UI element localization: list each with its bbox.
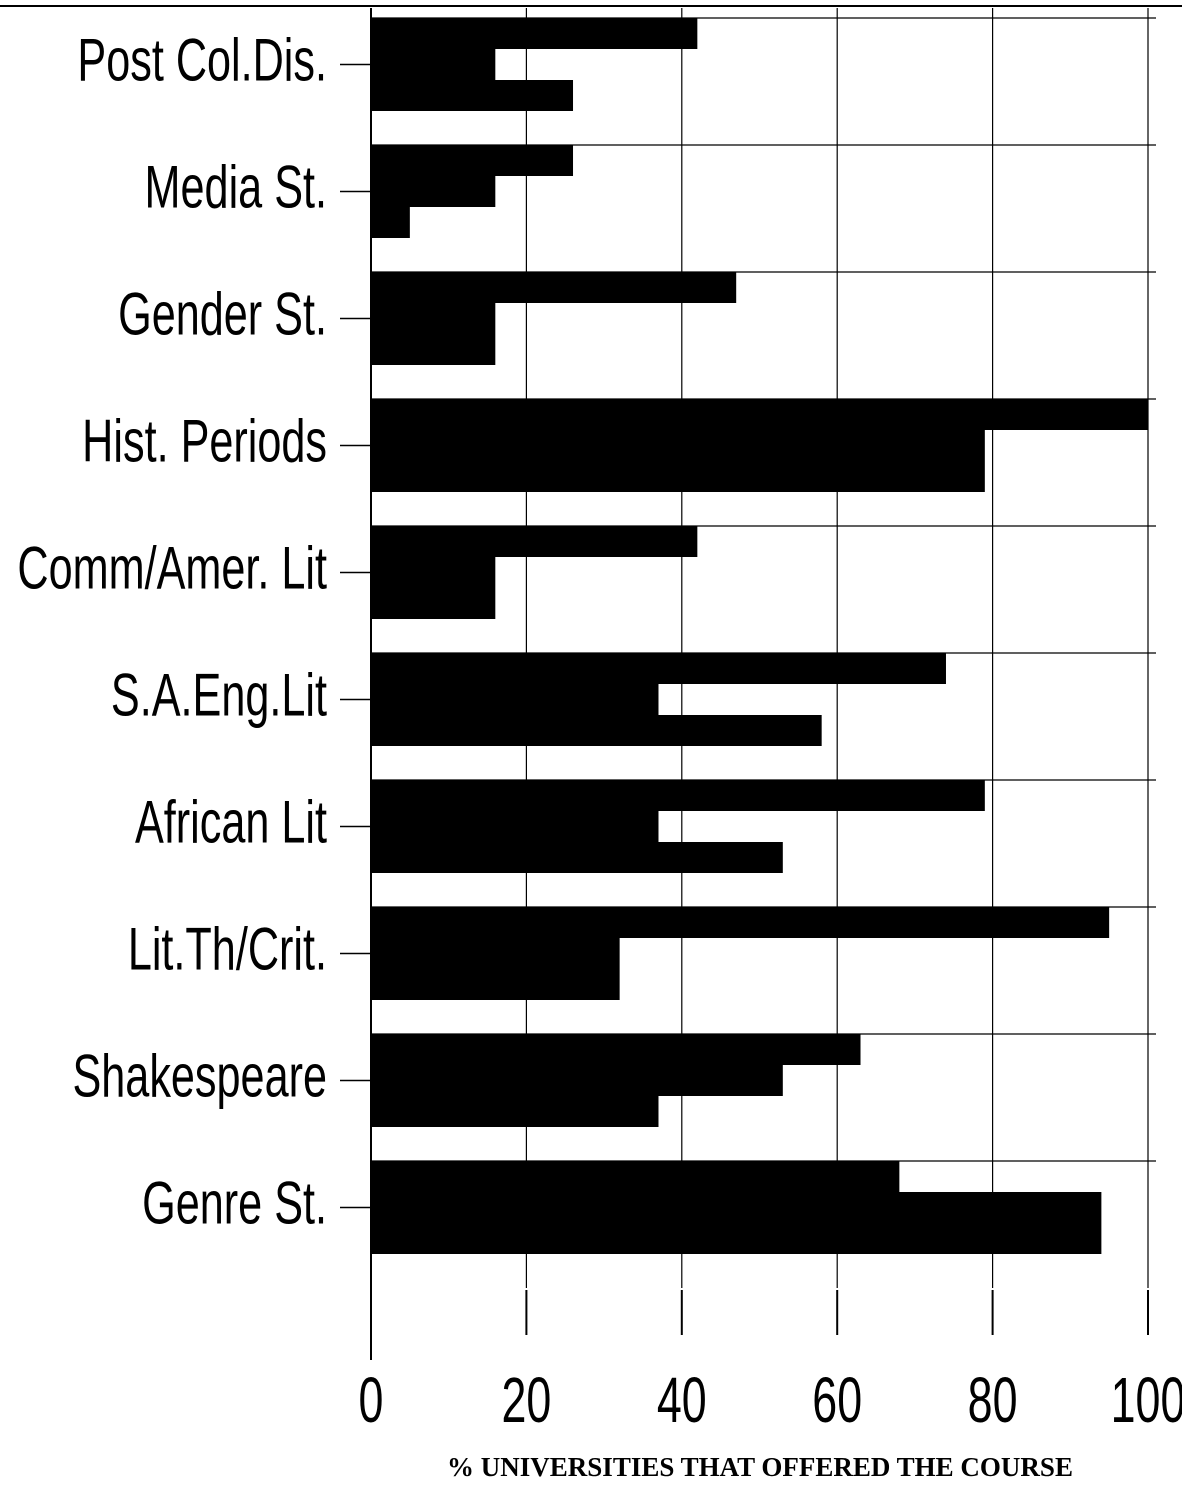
y-tick-label: Gender St.	[118, 282, 327, 349]
x-tick-label: 40	[657, 1364, 707, 1436]
bar	[371, 80, 574, 111]
bar	[371, 430, 985, 461]
y-tick-label: Media St.	[145, 155, 327, 222]
bar	[371, 811, 659, 842]
y-tick-label: Post Col.Dis.	[77, 28, 327, 95]
bar	[371, 207, 410, 238]
y-tick-label: Shakespeare	[72, 1044, 327, 1111]
y-tick-label: Genre St.	[142, 1171, 327, 1238]
bar	[371, 303, 496, 334]
bar	[371, 399, 1148, 430]
bar	[371, 334, 496, 365]
bar	[371, 557, 496, 588]
bar	[371, 938, 620, 969]
bar	[371, 780, 985, 811]
y-tick-label: Lit.Th/Crit.	[128, 917, 327, 984]
x-tick-label: 100	[1111, 1364, 1182, 1436]
x-tick-label: 20	[501, 1364, 551, 1436]
bar	[371, 653, 946, 684]
bar	[371, 684, 659, 715]
bar	[371, 1192, 1102, 1223]
bar	[371, 969, 620, 1000]
bar	[371, 18, 698, 49]
y-tick-label: Comm/Amer. Lit	[17, 536, 327, 603]
bar	[371, 1096, 659, 1127]
bar	[371, 176, 496, 207]
x-tick-label: 80	[968, 1364, 1018, 1436]
x-tick-label: 0	[359, 1364, 384, 1436]
bar	[371, 461, 985, 492]
bar	[371, 715, 822, 746]
x-tick-label: 60	[812, 1364, 862, 1436]
bar	[371, 907, 1110, 938]
x-axis-label: % UNIVERSITIES THAT OFFERED THE COURSE	[447, 1452, 1073, 1482]
bar	[371, 526, 698, 557]
y-tick-label: Hist. Periods	[82, 409, 327, 476]
y-tick-label: S.A.Eng.Lit	[111, 663, 327, 730]
bar	[371, 49, 496, 80]
bar	[371, 1065, 783, 1096]
bar	[371, 842, 783, 873]
bar	[371, 588, 496, 619]
bar	[371, 1034, 861, 1065]
bar	[371, 272, 737, 303]
bar	[371, 1161, 900, 1192]
bar	[371, 145, 574, 176]
bar	[371, 1223, 1102, 1254]
y-tick-label: African Lit	[135, 790, 327, 857]
